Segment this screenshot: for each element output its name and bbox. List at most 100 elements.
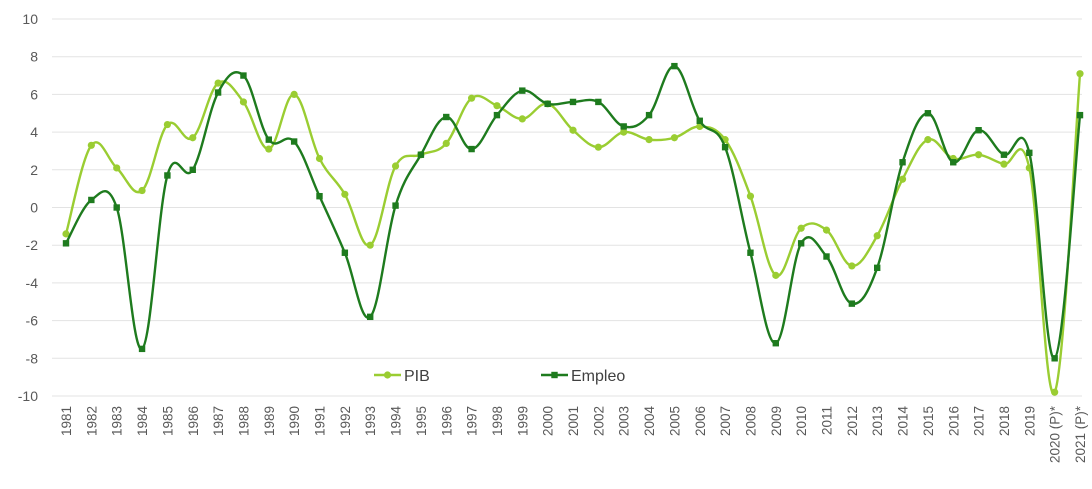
data-point-pib [391,162,400,170]
x-tick-label: 2020 (P)* [1048,405,1063,463]
data-point-empleo [443,113,450,121]
x-tick-label: 1990 [287,406,302,436]
data-point-pib [366,241,374,249]
data-point-empleo [671,62,678,70]
series-pib [62,70,1084,396]
x-tick-label: 2000 [541,406,556,436]
data-point-empleo [595,98,602,106]
data-point-pib [594,143,602,151]
data-point-pib [518,115,526,123]
data-point-empleo [874,264,881,272]
x-tick-label: 2017 [972,406,987,436]
x-tick-label: 1999 [515,406,530,436]
data-point-pib [315,154,324,163]
x-tick-label: 1982 [84,406,99,436]
data-point-pib [670,134,679,142]
data-point-empleo [975,127,982,134]
data-point-pib [873,232,881,240]
x-tick-label: 1988 [236,406,251,436]
data-point-pib [1000,160,1008,168]
y-tick-label: -2 [26,237,39,253]
x-tick-label: 2003 [617,406,632,436]
x-tick-label: 1989 [262,406,277,436]
y-tick-label: -4 [26,275,39,291]
x-tick-label: 2004 [642,406,657,437]
x-tick-label: 2015 [921,406,936,436]
data-point-pib [822,226,831,234]
x-tick-label: 1992 [338,406,353,436]
x-tick-label: 2014 [896,406,911,437]
data-point-pib [848,262,856,270]
data-point-empleo [696,117,703,124]
data-point-empleo [341,249,349,256]
data-point-empleo [417,151,425,158]
data-point-empleo [823,253,830,260]
data-point-pib [265,145,273,153]
data-point-pib [290,90,298,98]
data-point-pib [645,136,653,144]
data-point-pib [493,102,501,110]
legend-item-empleo: Empleo [541,368,625,385]
data-point-empleo [138,345,146,353]
data-point-pib [746,192,755,200]
y-tick-label: 10 [22,11,38,27]
x-tick-label: 1998 [490,406,505,436]
data-point-pib [975,151,983,159]
data-point-pib [1051,388,1059,396]
y-tick-label: 8 [30,49,38,65]
data-point-pib [62,230,70,238]
x-tick-label: 1991 [313,406,328,436]
data-point-empleo [848,300,856,307]
y-tick-label: -6 [26,313,39,329]
x-tick-label: 1981 [59,406,74,436]
data-point-empleo [1026,149,1033,157]
x-tick-label: 1987 [211,406,226,436]
x-tick-label: 2002 [591,406,606,436]
x-tick-label: 2016 [946,406,961,436]
x-tick-label: 1994 [389,406,404,437]
series-lines [62,62,1084,396]
data-point-pib [468,94,476,102]
y-tick-label: 0 [30,200,38,216]
y-axis-tick-labels: 10 8 6 4 2 0 -2 -4 -6 -8 -10 [18,11,38,404]
data-point-empleo [367,313,374,321]
x-tick-label: 2008 [743,406,758,436]
legend-label-empleo: Empleo [571,368,625,385]
data-point-empleo [620,123,627,130]
x-tick-label: 2005 [667,406,682,436]
x-tick-label: 1996 [439,406,454,436]
data-point-empleo [113,204,120,211]
data-point-pib [113,164,121,172]
x-tick-label: 1997 [465,406,480,436]
data-point-empleo [189,166,196,173]
y-tick-label: 4 [30,124,38,140]
data-point-pib [924,136,932,144]
data-point-empleo [468,145,475,153]
y-tick-label: 2 [30,162,38,178]
legend-item-pib: PIB [374,368,430,385]
data-point-empleo [747,249,754,256]
data-point-empleo [924,110,932,117]
data-point-pib [442,139,450,148]
x-axis-tick-labels: 1981 1982 1983 1984 1985 1986 1987 1988 1989 1990… [59,405,1088,463]
data-point-empleo [721,143,729,151]
data-point-empleo [1051,355,1058,362]
series-line-empleo [64,64,1082,360]
data-point-pib [138,186,146,195]
x-tick-label: 2006 [693,406,708,436]
y-tick-label: -10 [18,388,38,404]
data-point-pib [898,175,907,183]
x-tick-label: 1995 [414,406,429,436]
x-tick-label: 2013 [870,406,885,436]
x-tick-label: 2007 [718,406,733,436]
data-point-pib [772,271,780,279]
data-point-empleo [88,196,95,204]
x-tick-label: 2001 [566,406,581,436]
legend: PIB Empleo [374,368,625,385]
data-point-empleo [1000,151,1008,158]
data-point-empleo [544,100,551,108]
data-point-empleo [164,172,171,179]
data-point-pib [1076,70,1084,78]
data-point-empleo [62,240,70,247]
